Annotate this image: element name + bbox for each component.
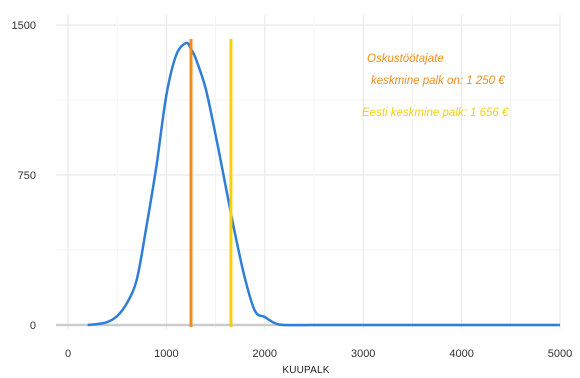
y-tick-label: 0	[30, 320, 36, 332]
series-layer	[87, 41, 560, 327]
y-tick-label: 1500	[12, 20, 36, 32]
x-tick-label: 5000	[548, 348, 572, 360]
x-tick-label: 0	[65, 348, 71, 360]
y-tick-label: 750	[18, 170, 36, 182]
skilled-worker-average-annotation: keskmine palk on: 1 250 €	[371, 75, 505, 87]
x-axis-title: KUUPALK	[282, 365, 329, 376]
annotations: Oskustöötajate keskmine palk on: 1 250 € E…	[362, 53, 509, 119]
reference-lines	[189, 39, 233, 327]
y-axis-ticks: 0 750 1500	[12, 20, 36, 332]
x-tick-label: 3000	[351, 348, 375, 360]
skilled-worker-average-annotation: Oskustöötajate	[367, 53, 444, 65]
estonia-average-annotation: Eesti keskmine palk: 1 656 €	[362, 107, 509, 119]
grid-lines	[56, 15, 561, 329]
x-axis-ticks: 0 1000 2000 3000 4000 5000	[65, 348, 572, 360]
x-tick-label: 2000	[253, 348, 277, 360]
x-tick-label: 1000	[154, 348, 178, 360]
x-tick-label: 4000	[449, 348, 473, 360]
density-line	[87, 41, 560, 327]
